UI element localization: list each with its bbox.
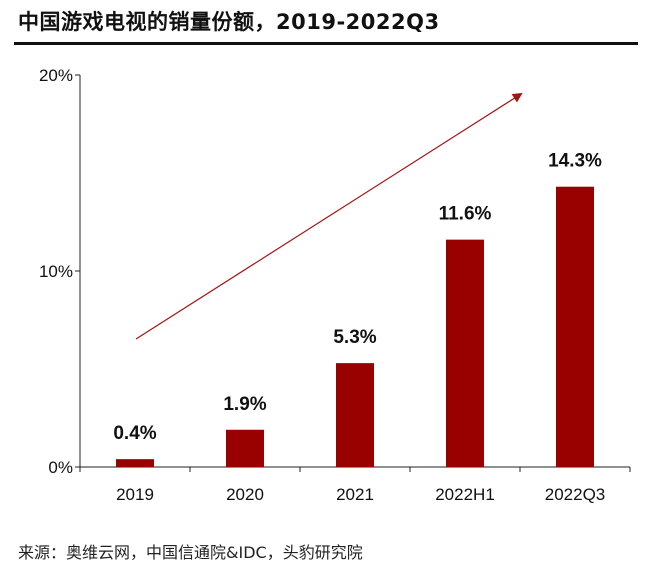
bar (336, 363, 374, 467)
source-note: 来源：奥维云网，中国信通院&IDC，头豹研究院 (18, 543, 363, 562)
bar (226, 429, 264, 467)
bar (446, 239, 484, 467)
data-label: 14.3% (548, 151, 602, 172)
data-label: 11.6% (439, 204, 492, 225)
labels: 0% 10% 20% 0.4% 2019 1.9% 2020 5.3% 2021 11.6% 202… (39, 66, 605, 504)
bar (116, 459, 154, 467)
y-tick-label: 10% (39, 262, 73, 281)
y-tick-label: 0% (48, 458, 73, 477)
bar (556, 186, 594, 467)
chart-title: 中国游戏电视的销量份额，2019-2022Q3 (18, 10, 440, 34)
y-tick-label: 20% (39, 66, 73, 85)
trend-arrow (135, 92, 523, 340)
x-tick-label: 2022Q3 (545, 485, 606, 504)
data-label: 1.9% (223, 394, 266, 415)
title-underline (14, 42, 638, 45)
x-tick-label: 2021 (336, 485, 374, 504)
data-label: 0.4% (113, 423, 156, 444)
bars (116, 186, 594, 467)
x-tick-label: 2020 (226, 485, 264, 504)
x-tick-label: 2019 (116, 485, 154, 504)
x-tick-label: 2022H1 (435, 485, 495, 504)
data-label: 5.3% (333, 327, 376, 348)
